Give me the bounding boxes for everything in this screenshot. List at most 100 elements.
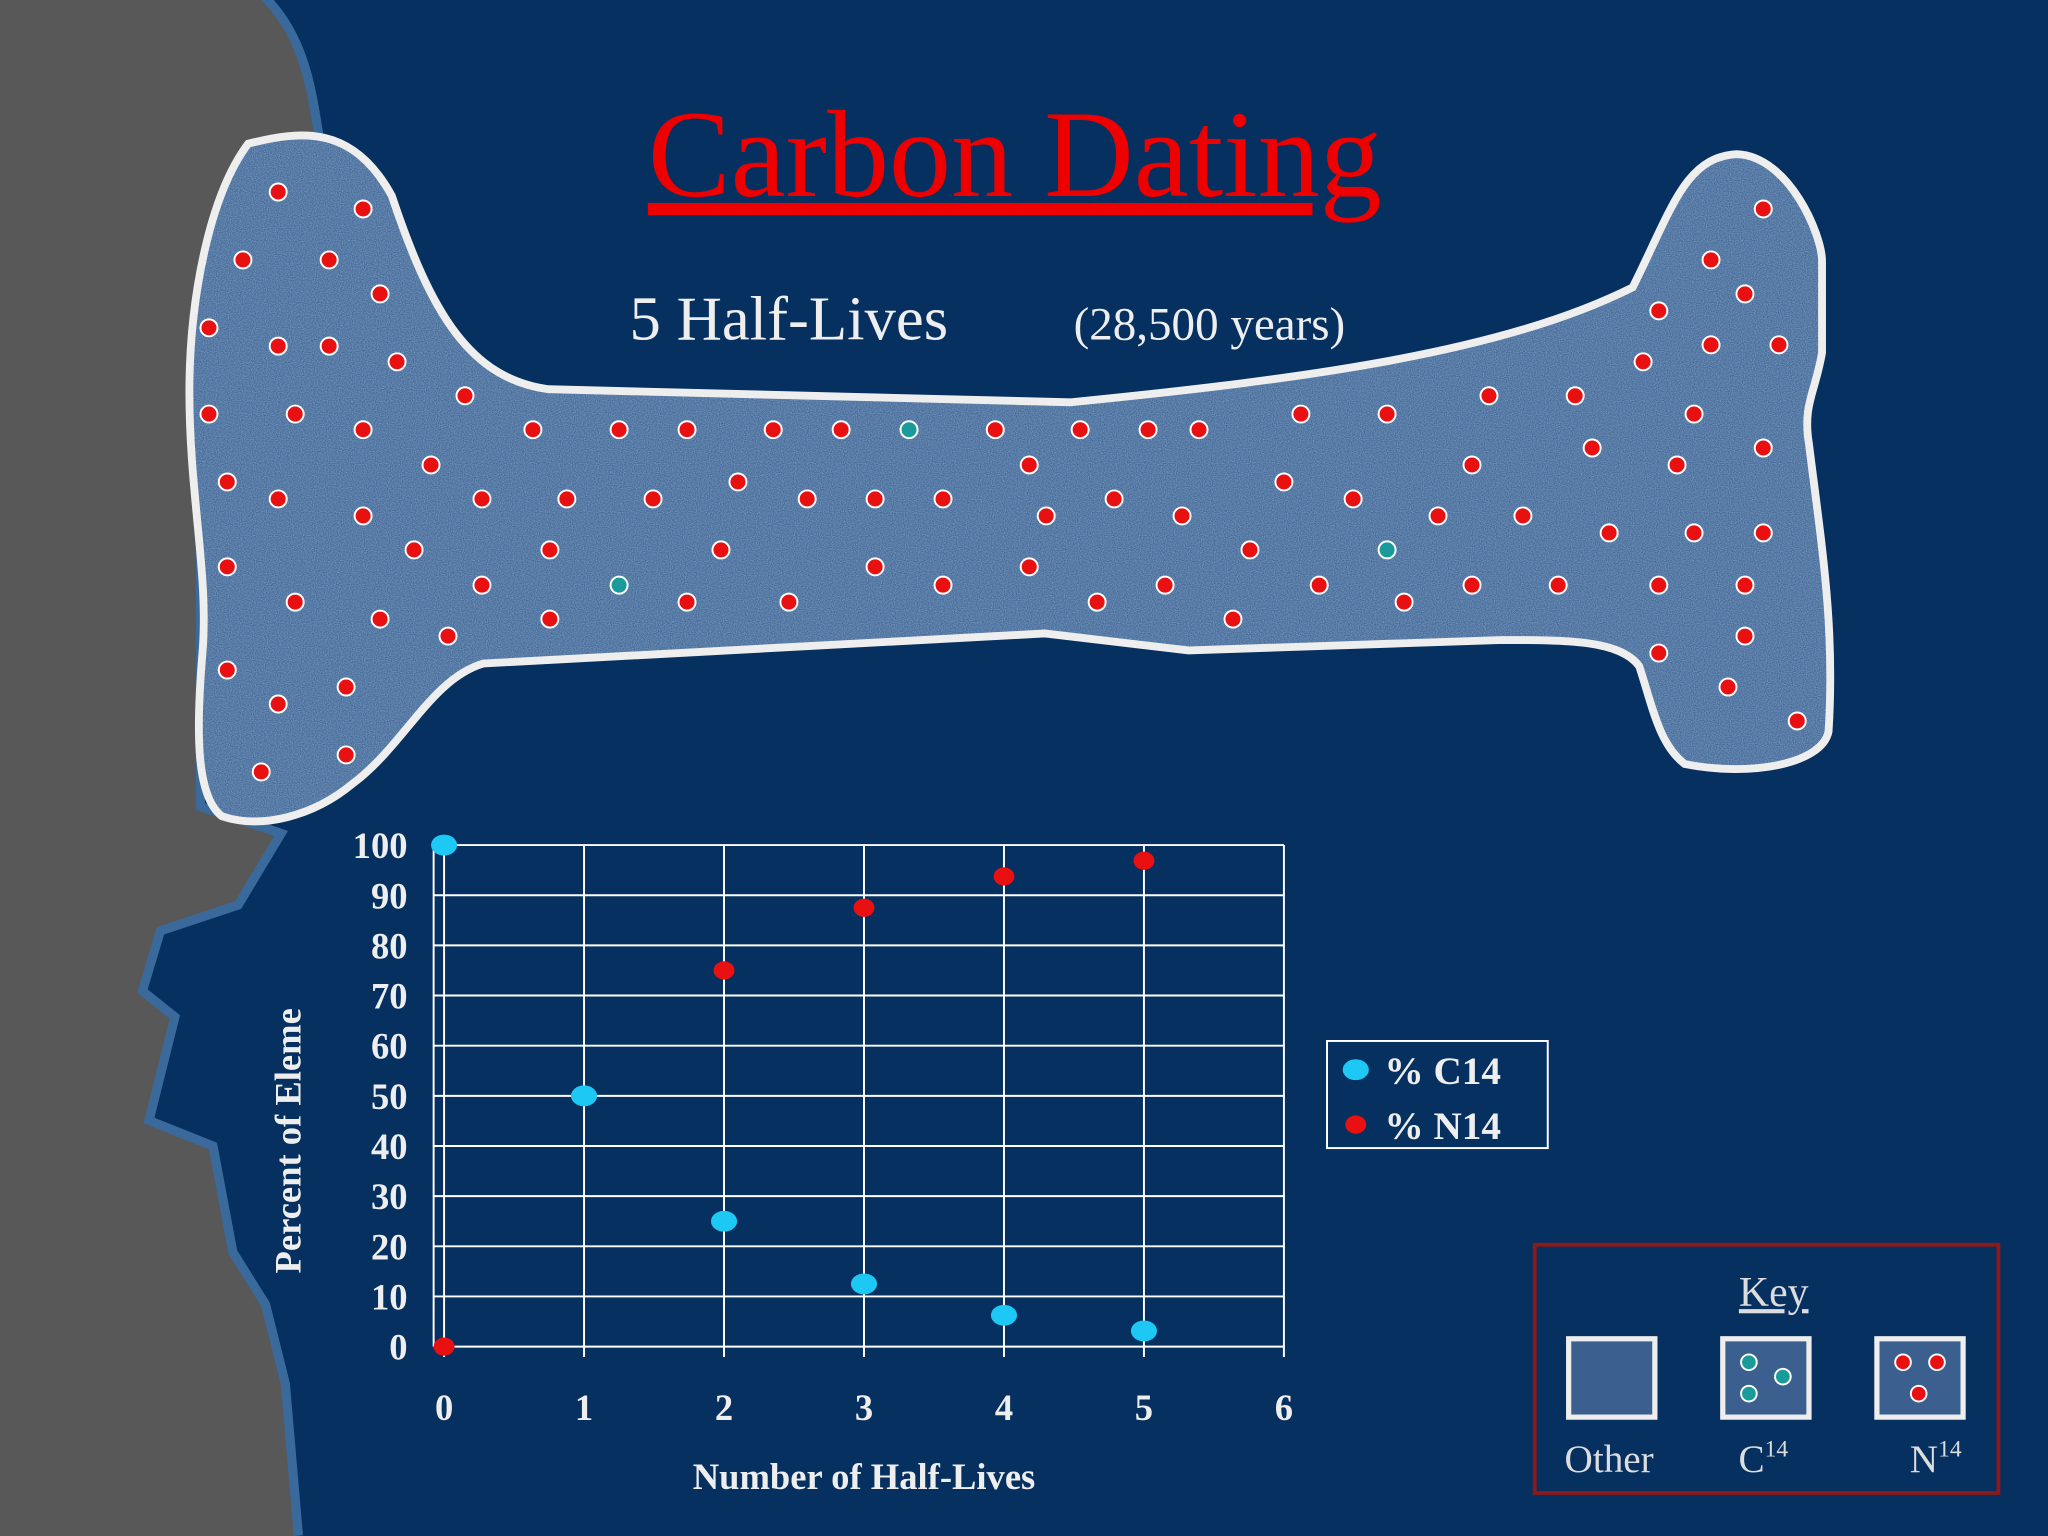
key-dot [1774,1367,1792,1386]
n14-atom [1377,404,1397,424]
n14-atom [831,420,851,440]
n14-atom [1787,711,1807,731]
data-point [990,1304,1018,1326]
n14-atom [540,609,560,629]
n14-atom [1309,575,1329,595]
n14-atom [268,182,288,202]
n14-atom [1087,592,1107,612]
key-title: Key [1739,1270,1809,1316]
key-label-sup: 14 [1765,1436,1789,1462]
n14-atom [217,557,237,577]
n14-atom [387,352,407,372]
subtitle-note: (28,500 years) [1074,299,1346,351]
data-point [570,1085,598,1107]
n14-atom [217,472,237,492]
n14-atom [1548,575,1568,595]
key: Key Other C14 N14 [1532,1242,2001,1495]
n14-atom [1240,540,1260,560]
n14-atom [1462,455,1482,475]
n14-atom [199,318,219,338]
n14-atom [455,386,475,406]
n14-atom [370,609,390,629]
n14-atom [763,420,783,440]
n14-atom [677,592,697,612]
n14-atom [319,250,339,270]
legend-label: % C14 [1384,1050,1500,1093]
n14-atom [1019,557,1039,577]
n14-atom [1735,575,1755,595]
n14-atom [1649,643,1669,663]
x-tick-label: 5 [1135,1387,1153,1428]
key-label: C14 [1738,1436,1788,1481]
y-tick-label: 20 [371,1226,408,1267]
n14-atom [1735,626,1755,646]
y-tick-label: 0 [389,1327,407,1368]
n14-atom [1667,455,1687,475]
bone [183,118,1842,836]
x-tick-label: 0 [435,1387,453,1428]
n14-atom [865,489,885,509]
n14-atom [1155,575,1175,595]
n14-atom [370,284,390,304]
n14-atom [1753,199,1773,219]
x-tick-label: 1 [575,1387,593,1428]
n14-atom [1036,506,1056,526]
data-point [853,898,875,917]
n14-atom [523,420,543,440]
n14-atom [472,575,492,595]
n14-atom [728,472,748,492]
data-point [710,1210,738,1232]
key-swatch-n14 [1874,1336,1966,1420]
key-dot [1740,1384,1758,1403]
n14-atom [285,592,305,612]
n14-atom [933,575,953,595]
chart: 0 10 20 30 40 50 60 70 80 90 100 0 1 2 3 4 5 6 Number of H… [267,825,1549,1497]
legend-box [1326,1040,1549,1150]
n14-atom [1649,301,1669,321]
key-label-sup: 14 [1938,1436,1962,1462]
n14-atom [985,420,1005,440]
n14-atom [1684,523,1704,543]
n14-atom [557,489,577,509]
n14-atom [233,250,253,270]
n14-atom [779,592,799,612]
n14-atom [677,420,697,440]
key-label: Other [1565,1438,1654,1481]
n14-atom [1462,575,1482,595]
n14-atom [268,489,288,509]
n14-atom [1735,284,1755,304]
y-tick-label: 10 [371,1277,408,1318]
key-swatch-c14 [1720,1336,1812,1420]
y-tick-label: 50 [371,1076,408,1117]
n14-atom [353,420,373,440]
x-tick-label: 4 [995,1387,1013,1428]
key-dot [1928,1353,1946,1372]
n14-atom [609,420,629,440]
key-swatch-other [1566,1336,1658,1420]
legend-marker [1345,1115,1367,1134]
subtitle: 5 Half-Lives [630,284,949,354]
n14-atom [1701,335,1721,355]
n14-atom [1701,250,1721,270]
key-dot [1894,1353,1912,1372]
n14-atom [865,557,885,577]
y-tick-label: 30 [371,1176,408,1217]
n14-atom [1394,592,1414,612]
n14-atom [319,336,339,356]
n14-atom [421,455,441,475]
n14-atom [1565,386,1585,406]
y-tick-label: 80 [371,925,408,966]
n14-atom [336,677,356,697]
n14-atom [643,489,663,509]
n14-atom [1223,609,1243,629]
key-dot [1740,1353,1758,1372]
data-point [713,961,735,980]
title: Carbon Dating [648,85,1382,223]
n14-atom [1633,352,1653,372]
n14-atom [1104,489,1124,509]
key-label: N [1910,1438,1938,1481]
data-point [433,1337,455,1356]
y-tick-label: 70 [371,976,408,1017]
data-point [1133,851,1155,870]
